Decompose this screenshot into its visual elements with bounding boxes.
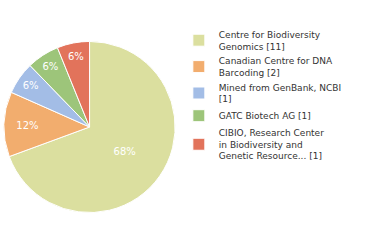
svg-text:Centre for BiodiversityGenomic: Centre for BiodiversityGenomics [11] bbox=[219, 30, 321, 52]
svg-text:12%: 12% bbox=[16, 120, 38, 131]
svg-text:68%: 68% bbox=[114, 146, 136, 157]
svg-text:GATC Biotech AG [1]: GATC Biotech AG [1] bbox=[219, 111, 311, 121]
svg-text:Mined from GenBank, NCBI[1]: Mined from GenBank, NCBI[1] bbox=[219, 83, 341, 105]
svg-text:6%: 6% bbox=[42, 61, 58, 72]
svg-text:CIBIO, Research Centerin Biodi: CIBIO, Research Centerin Biodiversity an… bbox=[219, 128, 324, 161]
svg-text:6%: 6% bbox=[23, 80, 39, 91]
svg-text:6%: 6% bbox=[68, 51, 84, 62]
svg-text:Canadian Centre for DNABarcodi: Canadian Centre for DNABarcoding [2] bbox=[219, 56, 333, 78]
